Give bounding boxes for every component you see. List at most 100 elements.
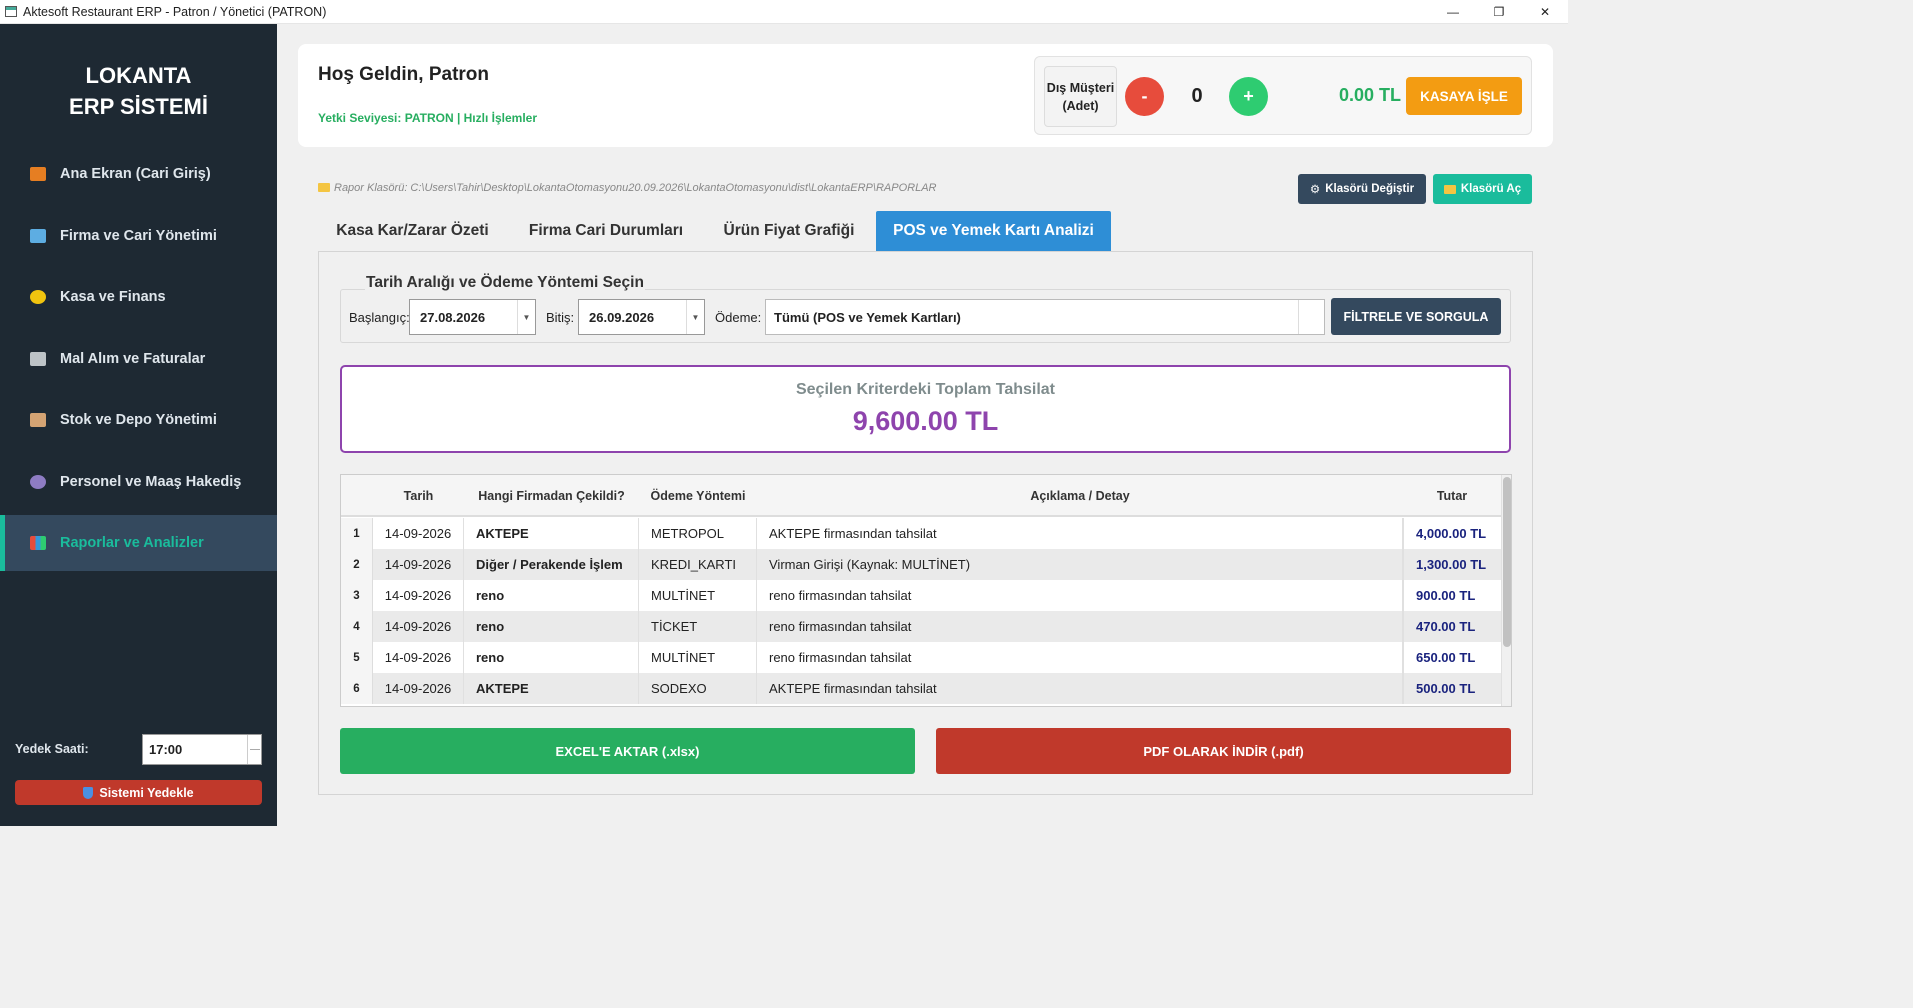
backup-button-label: Sistemi Yedekle [99,785,194,800]
sidebar-item-purchases[interactable]: Mal Alım ve Faturalar [0,331,277,387]
payment-method-select[interactable]: Tümü (POS ve Yemek Kartları) [765,299,1325,335]
external-customer-label: Dış Müşteri (Adet) [1044,66,1117,127]
backup-system-button[interactable]: Sistemi Yedekle [15,780,262,805]
row-method: KREDI_KARTI [639,549,757,580]
row-date: 14-09-2026 [373,642,464,673]
open-folder-label: Klasörü Aç [1460,183,1522,195]
row-method: MULTİNET [639,642,757,673]
end-date-picker[interactable]: 26.09.2026 ▼ [578,299,705,335]
row-date: 14-09-2026 [373,611,464,642]
row-amount: 470.00 TL [1403,611,1501,642]
start-date-value: 27.08.2026 [420,309,486,325]
row-firm: reno [464,580,639,611]
transactions-table: Tarih Hangi Firmadan Çekildi? Ödeme Yönt… [340,474,1512,707]
table-row[interactable]: 1 14-09-2026 AKTEPE METROPOL AKTEPE firm… [341,518,1501,549]
change-folder-button[interactable]: ⚙ Klasörü Değiştir [1298,174,1426,204]
backup-time-label: Yedek Saati: [15,742,89,756]
window-titlebar: Aktesoft Restaurant ERP - Patron / Yönet… [0,0,1568,24]
sidebar-item-main-screen[interactable]: Ana Ekran (Cari Giriş) [0,146,277,202]
row-amount: 4,000.00 TL [1403,518,1501,549]
authority-level: Yetki Seviyesi: PATRON | Hızlı İşlemler [318,111,537,125]
start-date-picker[interactable]: 27.08.2026 ▼ [409,299,536,335]
tab-pos-meal-card-analysis[interactable]: POS ve Yemek Kartı Analizi [876,211,1111,251]
table-row[interactable]: 4 14-09-2026 reno TİCKET reno firmasında… [341,611,1501,642]
table-scrollbar[interactable] [1501,475,1511,706]
row-date: 14-09-2026 [373,518,464,549]
table-row[interactable]: 6 14-09-2026 AKTEPE SODEXO AKTEPE firmas… [341,673,1501,704]
total-collection-title: Seçilen Kriterdeki Toplam Tahsilat [795,381,1056,398]
column-header-description[interactable]: Açıklama / Detay [1030,489,1130,503]
sidebar-item-label: Personel ve Maaş Hakediş [60,474,242,490]
download-pdf-button[interactable]: PDF OLARAK İNDİR (.pdf) [936,728,1511,774]
payment-label: Ödeme: [715,310,762,325]
sidebar-item-reports[interactable]: Raporlar ve Analizler [0,515,277,571]
sidebar-item-label: Firma ve Cari Yönetimi [60,228,217,244]
header-card: Hoş Geldin, Patron Yetki Seviyesi: PATRO… [298,44,1553,147]
row-date: 14-09-2026 [373,673,464,704]
sidebar-item-stock[interactable]: Stok ve Depo Yönetimi [0,392,277,448]
row-method: METROPOL [639,518,757,549]
table-row[interactable]: 5 14-09-2026 reno MULTİNET reno firmasın… [341,642,1501,673]
bar-chart-icon [30,536,46,550]
row-description: reno firmasından tahsilat [757,611,1403,642]
dropdown-arrow[interactable] [1298,300,1324,334]
sidebar-item-label: Ana Ekran (Cari Giriş) [60,166,211,182]
row-firm: AKTEPE [464,673,639,704]
sidebar-item-staff[interactable]: Personel ve Maaş Hakediş [0,454,277,510]
row-date: 14-09-2026 [373,580,464,611]
shield-icon [83,786,94,799]
sidebar-item-label: Stok ve Depo Yönetimi [60,412,217,428]
open-folder-button[interactable]: Klasörü Aç [1433,174,1532,204]
column-header-index [341,475,373,517]
sidebar-item-label: Kasa ve Finans [60,289,166,305]
minimize-icon[interactable]: — [1447,5,1459,19]
app-icon [5,6,17,17]
customer-amount: 0.00 TL [1338,85,1401,105]
row-number: 3 [341,580,373,611]
building-icon [30,229,46,243]
export-excel-button[interactable]: EXCEL'E AKTAR (.xlsx) [340,728,915,774]
sidebar: LOKANTA ERP SİSTEMİ Ana Ekran (Cari Giri… [0,24,277,826]
sidebar-item-finance[interactable]: Kasa ve Finans [0,269,277,325]
column-header-amount[interactable]: Tutar [1436,489,1468,503]
window-title: Aktesoft Restaurant ERP - Patron / Yönet… [23,4,327,19]
package-icon [30,413,46,427]
maximize-icon[interactable]: ❐ [1493,5,1505,19]
tab-cash-profit-loss[interactable]: Kasa Kar/Zarar Özeti [336,222,489,239]
gear-icon: ⚙ [1309,184,1321,196]
chevron-down-icon[interactable]: ▼ [686,300,704,334]
column-header-firm[interactable]: Hangi Firmadan Çekildi? [478,489,625,503]
tab-firm-accounts[interactable]: Firma Cari Durumları [528,222,684,239]
table-row[interactable]: 2 14-09-2026 Diğer / Perakende İşlem KRE… [341,549,1501,580]
receipt-icon [30,352,46,366]
chevron-down-icon[interactable]: ▼ [517,300,535,334]
row-description: reno firmasından tahsilat [757,642,1403,673]
close-icon[interactable]: ✕ [1539,5,1551,19]
column-header-date[interactable]: Tarih [403,489,434,503]
report-folder-path: Rapor Klasörü: C:\Users\Tahir\Desktop\Lo… [318,182,936,194]
post-to-cash-button[interactable]: KASAYA İŞLE [1406,77,1522,115]
sidebar-item-firms[interactable]: Firma ve Cari Yönetimi [0,208,277,264]
row-firm: Diğer / Perakende İşlem [464,549,639,580]
end-date-label: Bitiş: [546,310,575,325]
decrement-button[interactable]: - [1125,77,1164,116]
increment-button[interactable]: + [1229,77,1268,116]
external-customer-label-line-2: (Adet) [1062,98,1099,113]
end-date-value: 26.09.2026 [589,309,655,325]
start-date-label: Başlangıç: [349,310,410,325]
filter-query-button[interactable]: FİLTRELE VE SORGULA [1331,298,1501,335]
row-amount: 650.00 TL [1403,642,1501,673]
row-amount: 1,300.00 TL [1403,549,1501,580]
external-customer-label-line-1: Dış Müşteri [1046,80,1115,95]
row-description: Virman Girişi (Kaynak: MULTİNET) [757,549,1403,580]
backup-time-input[interactable]: 17:00 [142,734,262,765]
row-description: reno firmasından tahsilat [757,580,1403,611]
pos-analysis-panel: Tarih Aralığı ve Ödeme Yöntemi Seçin Baş… [318,251,1533,795]
scrollbar-thumb[interactable] [1503,477,1511,647]
filter-group-title: Tarih Aralığı ve Ödeme Yöntemi Seçin [365,274,645,292]
time-spinner[interactable] [247,735,261,764]
row-description: AKTEPE firmasından tahsilat [757,518,1403,549]
column-header-method[interactable]: Ödeme Yöntemi [650,489,746,503]
table-row[interactable]: 3 14-09-2026 reno MULTİNET reno firmasın… [341,580,1501,611]
tab-product-price-chart[interactable]: Ürün Fiyat Grafiği [723,222,855,239]
